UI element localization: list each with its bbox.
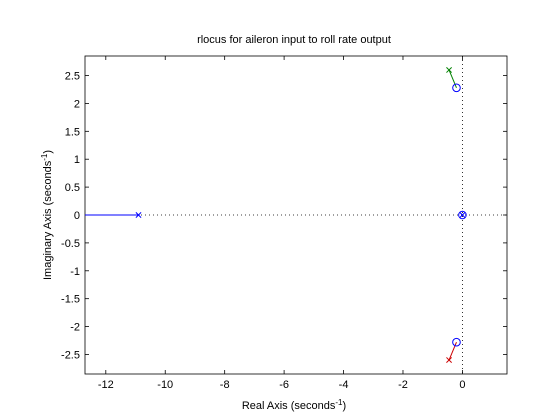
- x-tick-label: -8: [220, 379, 230, 391]
- plot-area: [85, 56, 507, 374]
- x-tick-label: -2: [398, 379, 408, 391]
- y-tick-label: -1: [70, 266, 80, 278]
- x-axis-label: Real Axis (seconds-1): [242, 398, 346, 412]
- y-tick-label: 0.5: [65, 182, 80, 194]
- x-tick-label: -6: [279, 379, 289, 391]
- y-tick-label: -2.5: [61, 349, 80, 361]
- y-tick-label: -0.5: [61, 238, 80, 250]
- x-tick-label: -10: [157, 379, 173, 391]
- y-tick-label: 2: [74, 98, 80, 110]
- x-tick-label: -12: [98, 379, 114, 391]
- y-tick-label: 1.5: [65, 126, 80, 138]
- y-tick-label: 0: [74, 210, 80, 222]
- y-tick-label: 2.5: [65, 71, 80, 83]
- y-axis-label: Imaginary Axis (seconds-1): [40, 150, 54, 280]
- y-tick-label: -1.5: [61, 294, 80, 306]
- x-tick-label: 0: [459, 379, 465, 391]
- y-tick-label: 1: [74, 154, 80, 166]
- chart-title: rlocus for aileron input to roll rate ou…: [197, 34, 391, 46]
- x-tick-label: -4: [339, 379, 349, 391]
- y-tick-label: -2: [70, 322, 80, 334]
